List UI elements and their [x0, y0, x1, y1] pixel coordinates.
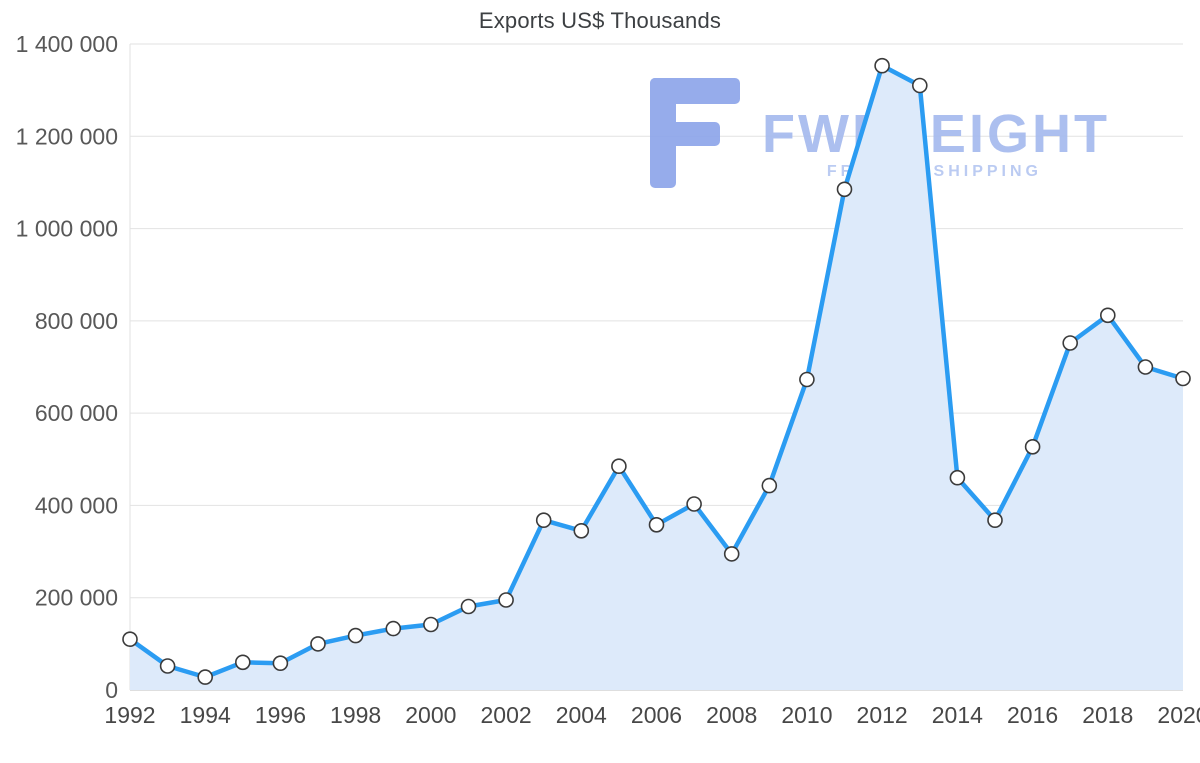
x-tick-label: 2012: [857, 702, 908, 728]
y-tick-label: 200 000: [35, 585, 118, 611]
data-point: [911, 77, 928, 94]
x-tick-label: 1998: [330, 702, 381, 728]
x-tick-label: 2016: [1007, 702, 1058, 728]
y-tick-label: 0: [105, 677, 118, 703]
data-point: [874, 57, 890, 74]
x-tick-label: 2020: [1157, 702, 1200, 728]
data-point: [573, 522, 590, 539]
data-point: [799, 371, 815, 388]
x-tick-label: 2014: [932, 702, 983, 728]
series-area: [130, 65, 1183, 690]
x-tick-label: 1996: [255, 702, 306, 728]
data-point: [423, 616, 439, 633]
brand-name: FWFREIGHT: [762, 104, 1110, 164]
data-point: [347, 627, 364, 644]
x-tick-label: 2008: [706, 702, 757, 728]
data-point: [385, 620, 402, 637]
x-axis-labels: 1992 1994 1996 1998 2000 2002 2004 2006 2008 2010…: [104, 702, 1200, 728]
y-tick-label: 1 200 000: [16, 123, 118, 149]
x-tick-label: 2002: [480, 702, 531, 728]
brand-logo-icon: [650, 78, 740, 188]
x-tick-label: 2004: [556, 702, 607, 728]
x-tick-label: 1992: [104, 702, 155, 728]
y-tick-label: 1 000 000: [16, 216, 118, 242]
gridlines: 0 200 000 400 000 600 000 800 000 1 000 000 1 …: [16, 31, 1183, 703]
x-tick-label: 2018: [1082, 702, 1133, 728]
chart-title: Exports US$ Thousands: [478, 8, 722, 33]
data-point: [1100, 307, 1116, 324]
data-point: [723, 546, 740, 562]
data-point: [836, 181, 853, 198]
y-tick-label: 1 400 000: [16, 31, 118, 57]
data-point: [197, 669, 213, 685]
data-point: [535, 512, 552, 529]
x-tick-label: 2000: [405, 702, 456, 728]
y-tick-label: 800 000: [35, 308, 118, 334]
data-point: [648, 516, 665, 533]
x-tick-label: 2010: [781, 702, 832, 728]
data-point: [498, 592, 514, 608]
data-point: [611, 458, 627, 475]
y-tick-label: 400 000: [35, 492, 118, 518]
data-point: [310, 636, 326, 652]
data-point: [949, 469, 966, 486]
data-point: [460, 598, 477, 615]
data-point: [1062, 335, 1078, 351]
series-markers: [122, 57, 1191, 685]
x-tick-label: 2006: [631, 702, 682, 728]
data-point: [272, 655, 289, 672]
data-point: [122, 631, 138, 648]
x-tick-label: 1994: [180, 702, 231, 728]
data-point: [1137, 359, 1154, 375]
data-point: [987, 512, 1003, 529]
data-point: [1175, 370, 1191, 387]
data-point: [1024, 438, 1041, 455]
data-point: [159, 658, 176, 674]
y-tick-label: 600 000: [35, 400, 118, 426]
data-point: [686, 496, 702, 512]
data-point: [235, 654, 251, 671]
data-point: [761, 477, 778, 494]
